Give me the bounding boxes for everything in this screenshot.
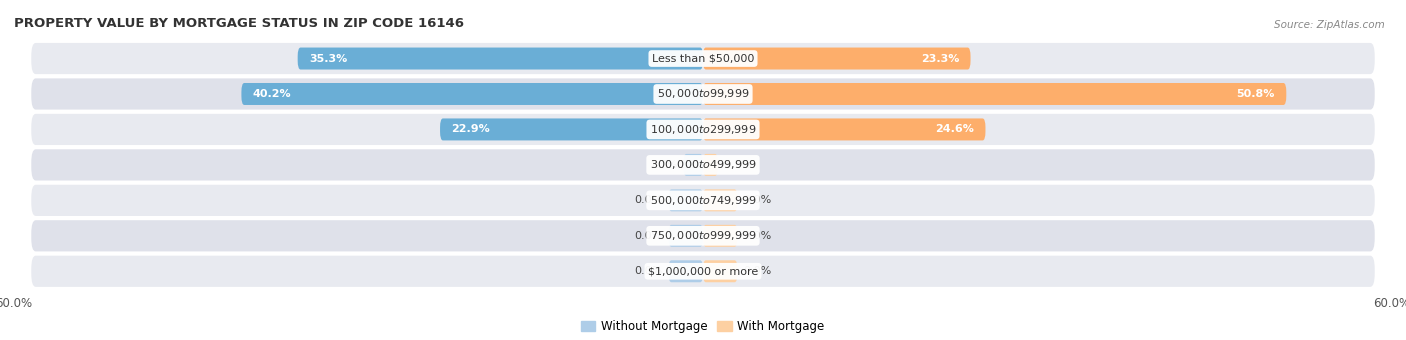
Text: 23.3%: 23.3% — [921, 53, 959, 64]
Text: $300,000 to $499,999: $300,000 to $499,999 — [650, 158, 756, 171]
FancyBboxPatch shape — [298, 48, 703, 69]
FancyBboxPatch shape — [703, 48, 970, 69]
Text: 50.8%: 50.8% — [1236, 89, 1275, 99]
Text: 0.0%: 0.0% — [744, 231, 772, 241]
Text: $1,000,000 or more: $1,000,000 or more — [648, 266, 758, 276]
FancyBboxPatch shape — [683, 154, 703, 176]
FancyBboxPatch shape — [242, 83, 703, 105]
Text: 0.0%: 0.0% — [634, 195, 662, 205]
Text: 24.6%: 24.6% — [935, 124, 974, 134]
FancyBboxPatch shape — [31, 114, 1375, 145]
FancyBboxPatch shape — [31, 256, 1375, 287]
FancyBboxPatch shape — [31, 220, 1375, 251]
Text: Less than $50,000: Less than $50,000 — [652, 53, 754, 64]
FancyBboxPatch shape — [440, 118, 703, 140]
Text: 1.3%: 1.3% — [724, 160, 752, 170]
FancyBboxPatch shape — [669, 260, 703, 282]
FancyBboxPatch shape — [703, 225, 738, 247]
Text: $500,000 to $749,999: $500,000 to $749,999 — [650, 194, 756, 207]
Text: 1.7%: 1.7% — [650, 160, 678, 170]
FancyBboxPatch shape — [703, 189, 738, 211]
FancyBboxPatch shape — [703, 154, 718, 176]
FancyBboxPatch shape — [31, 79, 1375, 109]
FancyBboxPatch shape — [703, 260, 738, 282]
Legend: Without Mortgage, With Mortgage: Without Mortgage, With Mortgage — [576, 315, 830, 338]
FancyBboxPatch shape — [669, 189, 703, 211]
Text: 0.0%: 0.0% — [744, 266, 772, 276]
FancyBboxPatch shape — [31, 149, 1375, 181]
Text: PROPERTY VALUE BY MORTGAGE STATUS IN ZIP CODE 16146: PROPERTY VALUE BY MORTGAGE STATUS IN ZIP… — [14, 17, 464, 30]
FancyBboxPatch shape — [31, 185, 1375, 216]
Text: 0.0%: 0.0% — [744, 195, 772, 205]
Text: $50,000 to $99,999: $50,000 to $99,999 — [657, 87, 749, 101]
FancyBboxPatch shape — [669, 225, 703, 247]
Text: 35.3%: 35.3% — [309, 53, 347, 64]
FancyBboxPatch shape — [703, 118, 986, 140]
FancyBboxPatch shape — [703, 83, 1286, 105]
Text: 22.9%: 22.9% — [451, 124, 491, 134]
Text: Source: ZipAtlas.com: Source: ZipAtlas.com — [1274, 20, 1385, 30]
Text: $750,000 to $999,999: $750,000 to $999,999 — [650, 229, 756, 242]
FancyBboxPatch shape — [31, 43, 1375, 74]
Text: $100,000 to $299,999: $100,000 to $299,999 — [650, 123, 756, 136]
Text: 0.0%: 0.0% — [634, 231, 662, 241]
Text: 40.2%: 40.2% — [253, 89, 291, 99]
Text: 0.0%: 0.0% — [634, 266, 662, 276]
